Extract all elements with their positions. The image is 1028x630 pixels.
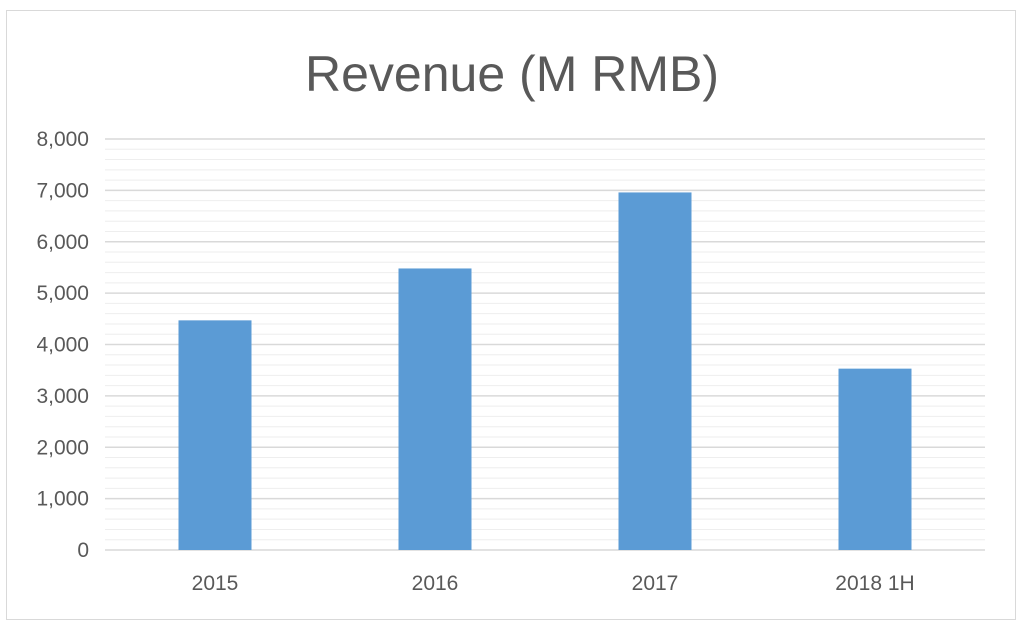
y-tick-label: 4,000: [36, 334, 89, 357]
major-gridlines: [105, 138, 985, 551]
minor-gridlines: [105, 148, 985, 541]
y-tick-label: 0: [77, 539, 89, 562]
chart-title: Revenue (M RMB): [305, 46, 719, 102]
bar-2017: [618, 192, 692, 550]
y-tick-label: 2,000: [36, 436, 89, 459]
y-tick-label: 6,000: [36, 231, 89, 254]
x-tick-label: 2015: [192, 572, 239, 595]
y-tick-label: 8,000: [36, 128, 89, 151]
bar-2018-1h: [838, 368, 912, 550]
chart-frame: Revenue (M RMB): [6, 10, 1016, 620]
bar-2016: [398, 268, 472, 550]
x-axis-labels: 2015 2016 2017 2018 1H: [192, 572, 915, 595]
y-tick-label: 5,000: [36, 282, 89, 305]
y-tick-label: 3,000: [36, 385, 89, 408]
bar-series: [178, 192, 912, 550]
x-tick-label: 2017: [632, 572, 679, 595]
y-axis-labels: 0 1,000 2,000 3,000 4,000 5,000 6,000 7,000 8,00…: [36, 128, 89, 562]
x-tick-label: 2016: [412, 572, 459, 595]
x-tick-label: 2018 1H: [835, 572, 914, 595]
y-tick-label: 1,000: [36, 488, 89, 511]
y-tick-label: 7,000: [36, 179, 89, 202]
bar-2015: [178, 320, 252, 550]
